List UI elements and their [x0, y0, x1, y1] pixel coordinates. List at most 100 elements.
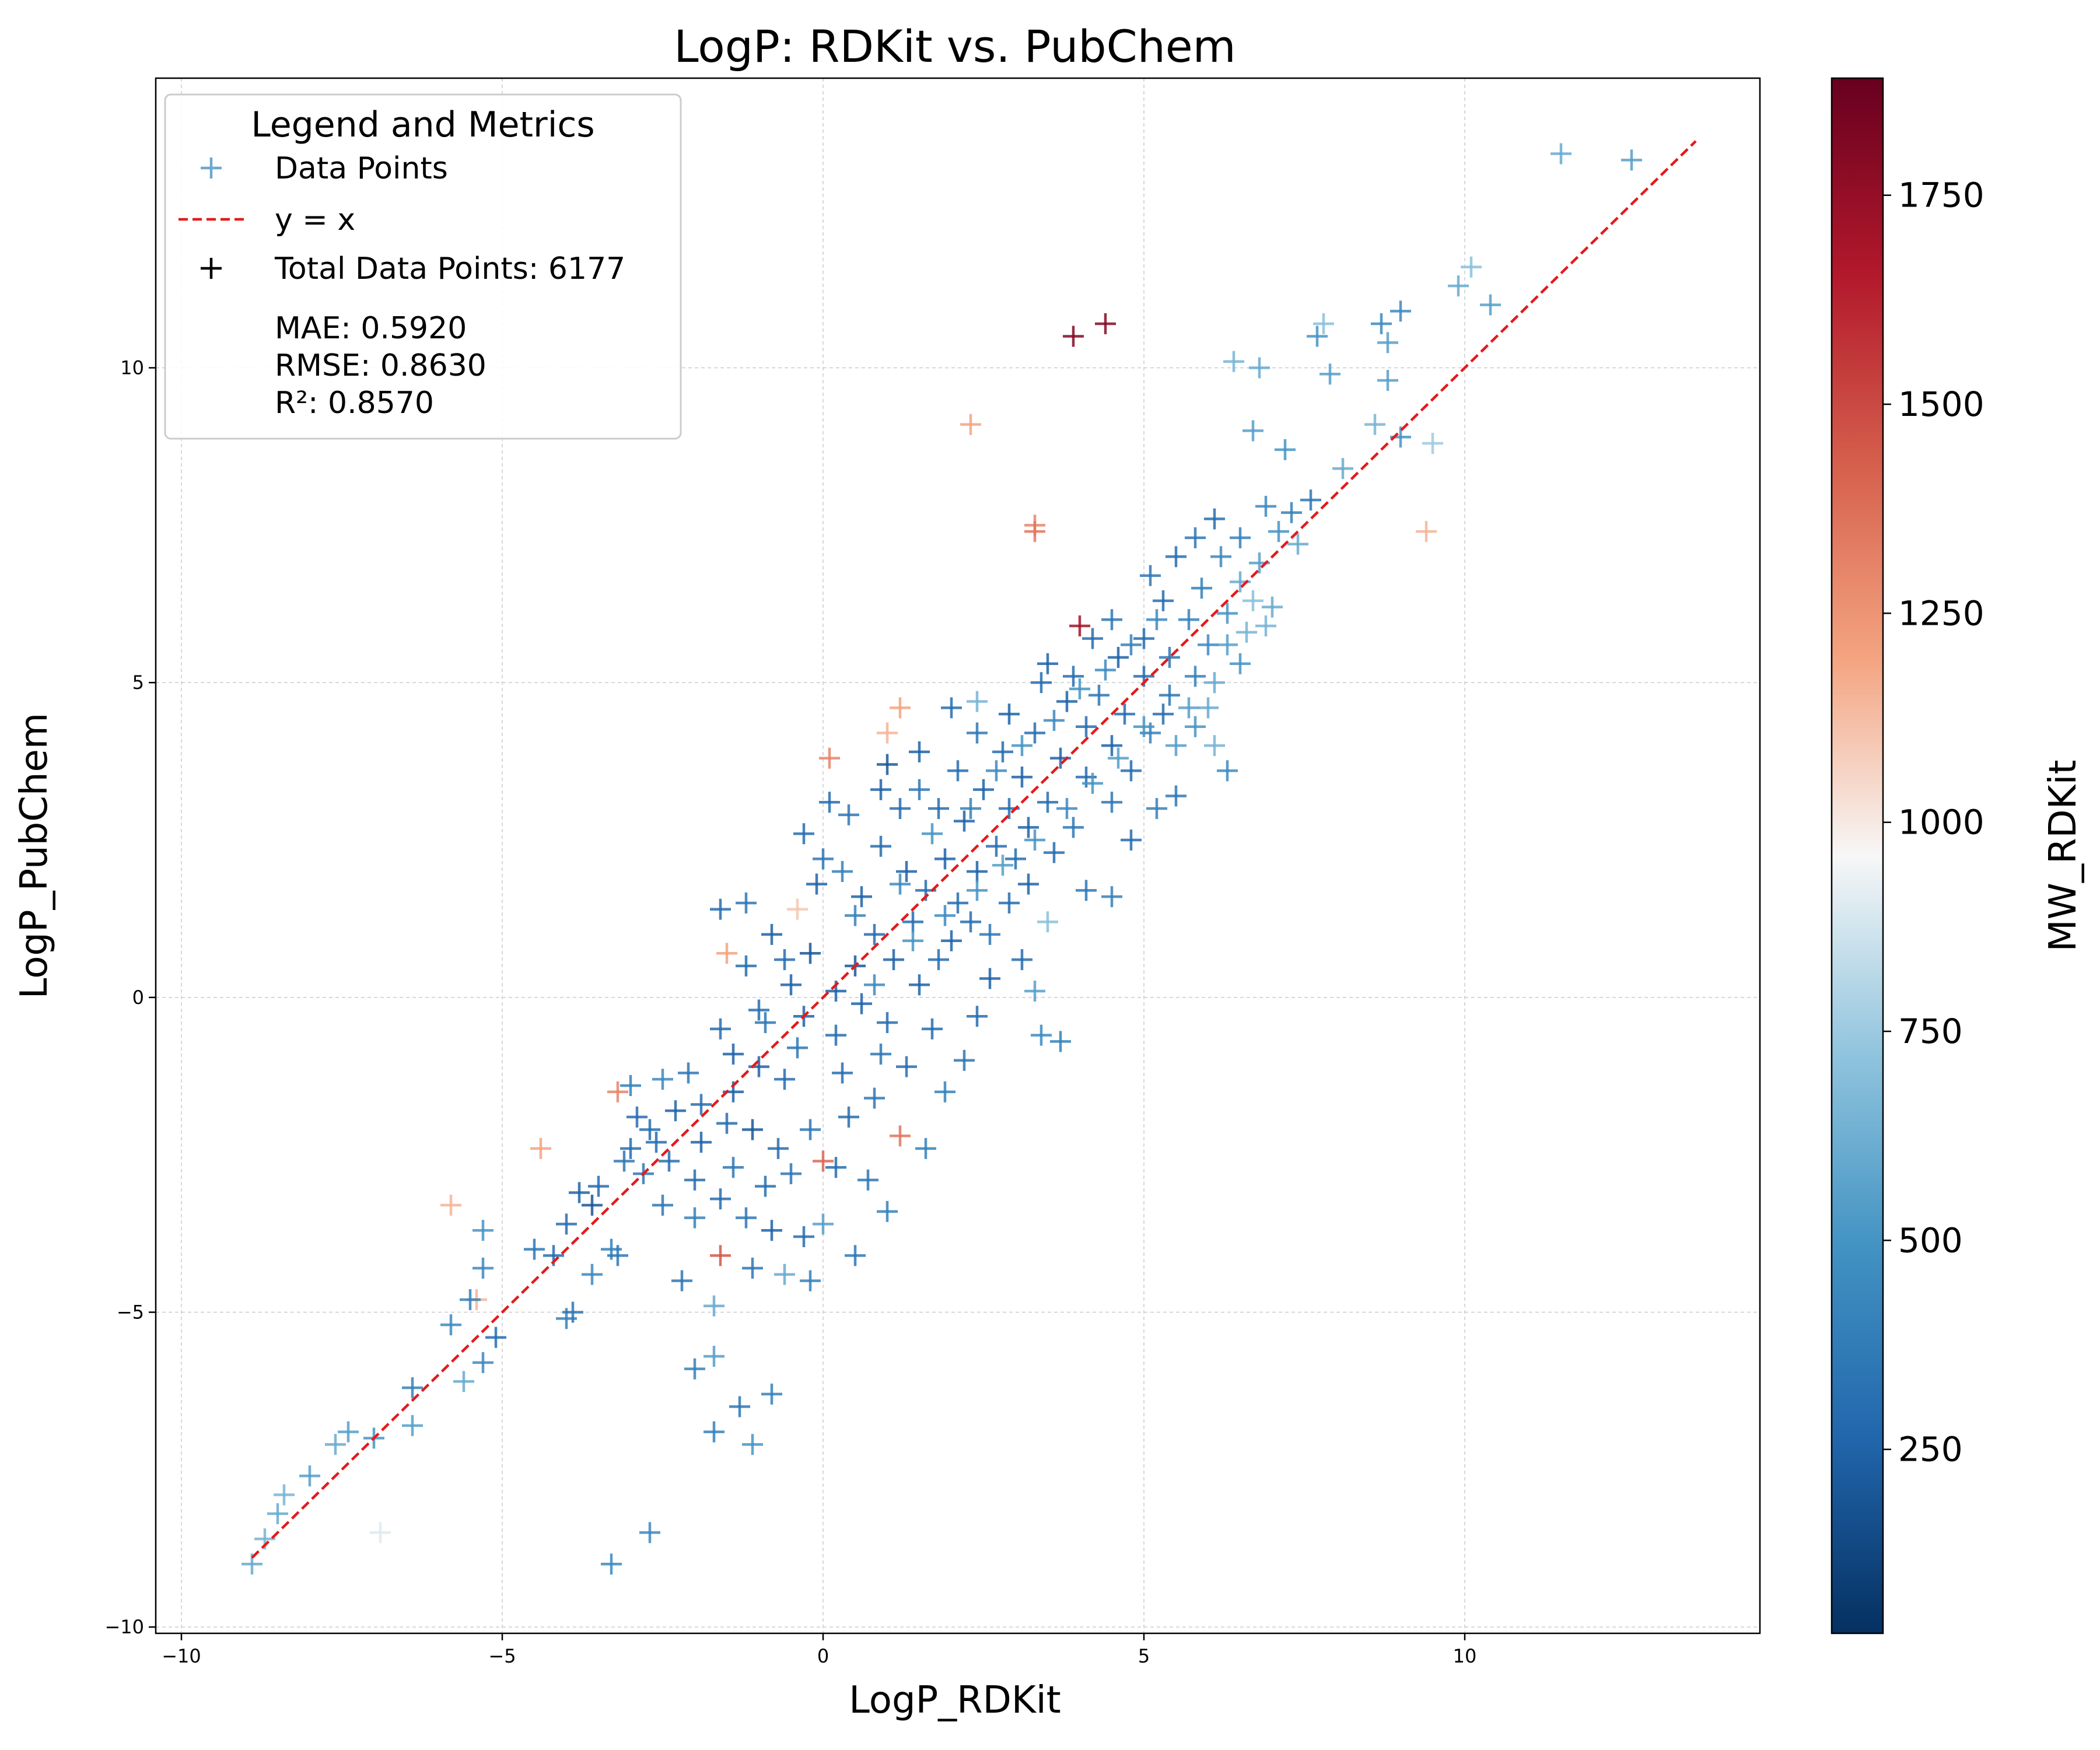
data-point	[1101, 609, 1122, 631]
data-point	[999, 704, 1020, 725]
colorbar-tick-label: 500	[1898, 1220, 1963, 1260]
x-tick-label: 10	[1453, 1645, 1477, 1667]
data-point	[742, 1257, 763, 1279]
legend-box	[164, 93, 682, 440]
data-point	[967, 691, 988, 712]
data-point	[825, 1157, 846, 1178]
colorbar-gradient	[1831, 77, 1884, 1634]
data-point	[1377, 370, 1398, 391]
data-point	[1121, 830, 1142, 851]
data-point	[1287, 533, 1308, 555]
x-tick-label: −5	[488, 1645, 516, 1667]
data-point	[601, 1553, 622, 1575]
data-point	[684, 1207, 705, 1228]
data-point	[774, 1069, 795, 1090]
y-tick-label: 5	[132, 671, 144, 694]
data-point	[1185, 666, 1206, 687]
y-tick-label: 10	[120, 357, 144, 379]
data-point	[755, 1012, 776, 1034]
data-point	[473, 1352, 494, 1373]
data-point	[1146, 798, 1167, 820]
data-point	[729, 1396, 750, 1418]
data-point	[1121, 760, 1142, 782]
colorbar-tick-label: 1250	[1898, 593, 1985, 633]
data-point	[1114, 704, 1135, 725]
data-point	[1275, 439, 1296, 460]
data-point	[1300, 489, 1321, 511]
legend-metric-rmse: RMSE: 0.8630	[275, 348, 487, 383]
data-point	[909, 779, 930, 800]
data-point	[877, 1012, 898, 1034]
data-point	[742, 1434, 763, 1455]
data-point	[1210, 546, 1231, 568]
data-point	[941, 930, 962, 951]
data-point	[1056, 798, 1077, 820]
data-point	[1217, 760, 1238, 782]
data-point	[1281, 502, 1302, 523]
data-point	[1108, 747, 1129, 769]
data-point	[1448, 275, 1469, 297]
x-axis-title: LogP_RDKit	[849, 1679, 1061, 1722]
data-point	[1012, 766, 1032, 788]
data-point	[806, 873, 827, 895]
data-point	[954, 1049, 975, 1071]
data-point	[967, 860, 988, 882]
legend-metric-mae: MAE: 0.5920	[275, 311, 467, 346]
data-point	[1242, 420, 1264, 442]
data-point	[582, 1195, 603, 1216]
data-point	[1223, 351, 1244, 372]
data-point	[736, 1207, 757, 1228]
data-point	[723, 1157, 744, 1178]
data-point	[620, 1138, 641, 1159]
data-point	[1242, 590, 1264, 611]
data-point	[845, 905, 866, 926]
data-point	[1018, 817, 1039, 838]
legend-entry: y = x	[178, 202, 355, 237]
data-point	[902, 930, 923, 951]
colorbar-tick-label: 250	[1898, 1430, 1963, 1469]
data-point	[652, 1069, 673, 1090]
data-point	[473, 1257, 494, 1279]
reference-line-y-equals-x	[251, 140, 1697, 1559]
data-point	[1044, 709, 1065, 731]
data-point	[1198, 697, 1219, 719]
data-point	[1313, 313, 1334, 334]
data-point	[710, 1245, 731, 1266]
data-point	[1069, 678, 1090, 699]
data-point	[1204, 672, 1225, 694]
data-point	[1024, 981, 1045, 1002]
data-point	[299, 1465, 320, 1487]
data-point	[1005, 848, 1026, 870]
data-point	[1416, 521, 1437, 542]
data-point	[1012, 949, 1032, 971]
data-point	[896, 860, 917, 882]
y-axis-ticks: −10 −5 0 5 10	[104, 357, 156, 1638]
data-point	[267, 1503, 288, 1524]
data-point	[607, 1081, 628, 1102]
data-point	[819, 747, 840, 769]
data-point	[858, 1169, 878, 1191]
data-point	[460, 1289, 481, 1310]
data-point	[607, 1245, 628, 1266]
data-point	[1249, 357, 1270, 379]
data-point	[716, 1112, 737, 1134]
data-point	[941, 697, 962, 719]
data-point	[813, 1150, 834, 1172]
data-point	[870, 1043, 891, 1065]
data-point	[999, 892, 1020, 914]
data-point	[1621, 149, 1642, 171]
data-point	[774, 1264, 795, 1285]
data-point	[800, 943, 821, 964]
colorbar-tick-label: 1750	[1898, 176, 1985, 215]
data-point	[1012, 735, 1032, 757]
x-tick-label: 5	[1138, 1645, 1150, 1667]
chart-title: LogP: RDKit vs. PubChem	[674, 20, 1236, 72]
legend-entry: Total Data Points: 6177	[201, 251, 625, 286]
data-point	[1159, 684, 1180, 706]
data-point	[1178, 697, 1199, 719]
data-point	[1217, 634, 1238, 656]
data-point	[793, 823, 814, 845]
data-point	[1069, 615, 1090, 637]
data-point	[877, 1200, 898, 1222]
data-point	[845, 1245, 866, 1266]
